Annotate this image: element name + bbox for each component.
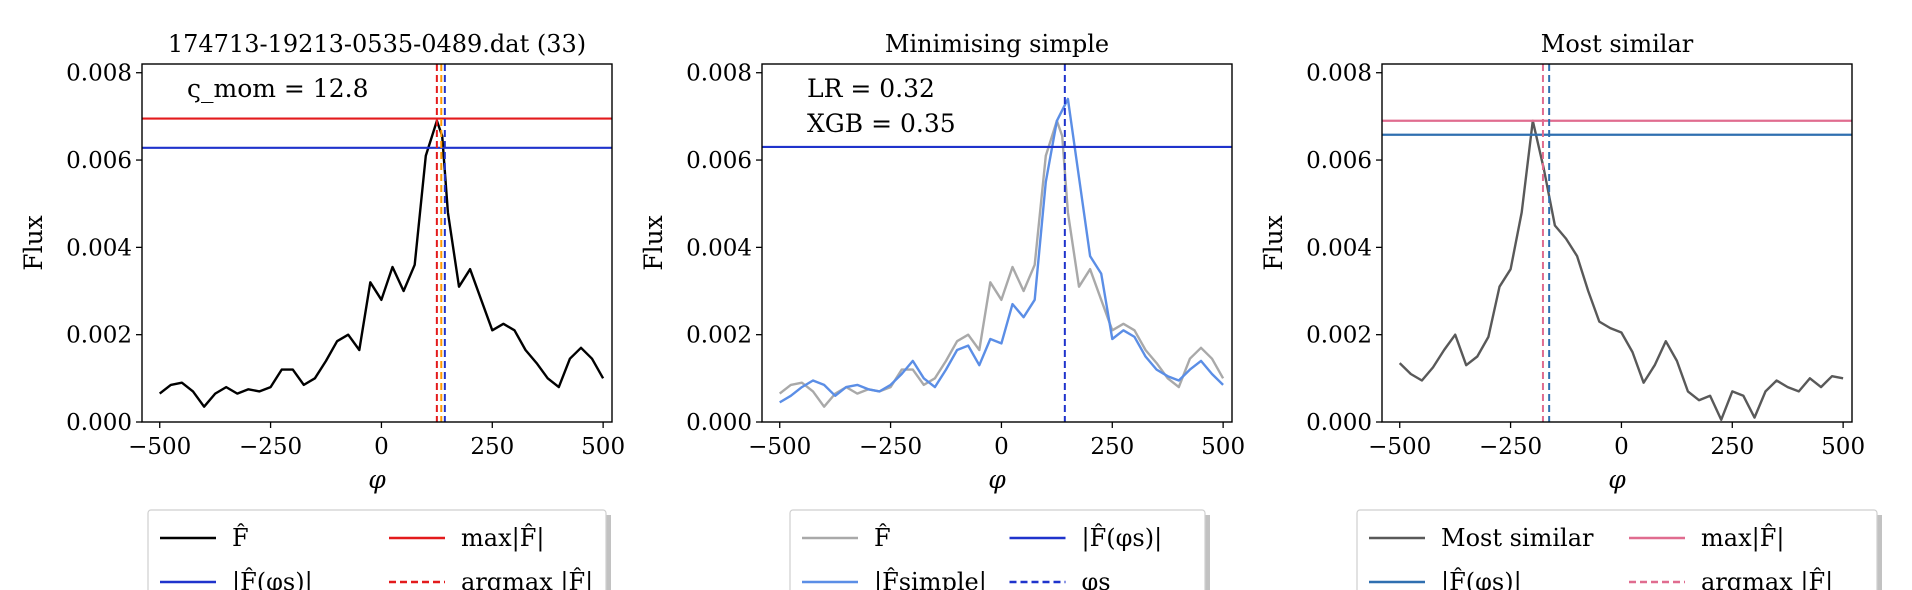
chart-title: Minimising simple (885, 30, 1109, 58)
y-tick-label: 0.004 (1306, 235, 1372, 261)
legend-label: F̂ (232, 524, 249, 552)
x-tick-label: −500 (748, 434, 811, 460)
annotation: LR = 0.32 (807, 74, 935, 103)
y-axis-label: Flux (1259, 215, 1288, 271)
series-f-line (778, 119, 1225, 408)
legend-label: |F̂(φs)| (232, 568, 313, 590)
legend-label: argmax |F̂| (461, 568, 593, 590)
x-tick-label: 250 (470, 434, 514, 460)
legend-frame (1356, 509, 1878, 590)
axes-frame (761, 63, 1233, 423)
legend-frame (147, 509, 607, 590)
legend-label: |F̂(φs)| (1441, 568, 1522, 590)
x-tick-label: 250 (1710, 434, 1754, 460)
x-axis-label: φ (368, 465, 386, 494)
legend-label: max|F̂| (1701, 524, 1784, 553)
chart-panel-2: Minimising simple −500 −250 0 250 500 0.000 0.0… (639, 30, 1245, 590)
x-tick-label: 0 (1614, 434, 1629, 460)
y-tick-label: 0.004 (66, 235, 132, 261)
y-tick-label: 0.000 (66, 410, 132, 436)
legend-label: φs (1082, 568, 1111, 590)
legend-label: F̂ (874, 524, 891, 552)
series-fsimple-line (779, 97, 1224, 404)
plot-area (1382, 64, 1852, 422)
x-tick-label: 250 (1090, 434, 1134, 460)
x-tick-label: 500 (1201, 434, 1245, 460)
x-tick-label: −500 (128, 434, 191, 460)
chart-title: 174713-19213-0535-0489.dat (33) (168, 30, 586, 58)
x-tick-label: 0 (994, 434, 1009, 460)
y-tick-label: 0.008 (1306, 61, 1372, 87)
x-tick-label: 0 (374, 434, 389, 460)
series-mostsimilar-line (1398, 119, 1844, 421)
legend: F̂ |F̂(φs)| |F̂simple| φs (789, 509, 1210, 590)
legend: F̂ max|F̂| |F̂(φs)| argmax |F̂| (147, 509, 611, 590)
y-tick-label: 0.000 (686, 410, 752, 436)
annotation: XGB = 0.35 (807, 109, 956, 138)
legend-label: |F̂simple| (874, 568, 987, 590)
y-tick-label: 0.006 (686, 148, 752, 174)
y-tick-label: 0.006 (66, 148, 132, 174)
axes-frame (1381, 63, 1853, 423)
y-tick-label: 0.002 (1306, 323, 1372, 349)
y-tick-label: 0.008 (686, 61, 752, 87)
legend-label: max|F̂| (461, 524, 544, 553)
plot-area (142, 64, 612, 422)
x-axis-label: φ (988, 465, 1006, 494)
x-tick-label: 500 (1821, 434, 1865, 460)
x-tick-label: −250 (239, 434, 302, 460)
legend-frame (789, 509, 1206, 590)
legend-label: Most similar (1441, 524, 1594, 552)
legend-label: |F̂(φs)| (1082, 524, 1163, 553)
chart-panel-1: 174713-19213-0535-0489.dat (33) −500 −250 0… (19, 30, 625, 590)
x-tick-label: −250 (1479, 434, 1542, 460)
y-tick-label: 0.006 (1306, 148, 1372, 174)
plot-area (762, 64, 1232, 422)
annotation: ς_mom = 12.8 (187, 74, 368, 103)
series-f-line (158, 119, 605, 408)
chart-title: Most similar (1541, 30, 1694, 58)
y-tick-label: 0.002 (686, 323, 752, 349)
x-axis-label: φ (1608, 465, 1626, 494)
x-tick-label: −500 (1368, 434, 1431, 460)
x-tick-label: −250 (859, 434, 922, 460)
y-axis-label: Flux (19, 215, 48, 271)
axes-frame (141, 63, 613, 423)
y-tick-label: 0.000 (1306, 410, 1372, 436)
x-tick-label: 500 (581, 434, 625, 460)
legend: Most similar max|F̂| |F̂(φs)| argmax |F̂| (1356, 509, 1882, 590)
y-tick-label: 0.002 (66, 323, 132, 349)
y-axis-label: Flux (639, 215, 668, 271)
y-tick-label: 0.004 (686, 235, 752, 261)
y-tick-label: 0.008 (66, 61, 132, 87)
chart-panel-3: Most similar −500 −250 0 250 500 0.000 0.002 0.0… (1259, 30, 1882, 590)
legend-label: argmax |F̂| (1701, 568, 1833, 590)
